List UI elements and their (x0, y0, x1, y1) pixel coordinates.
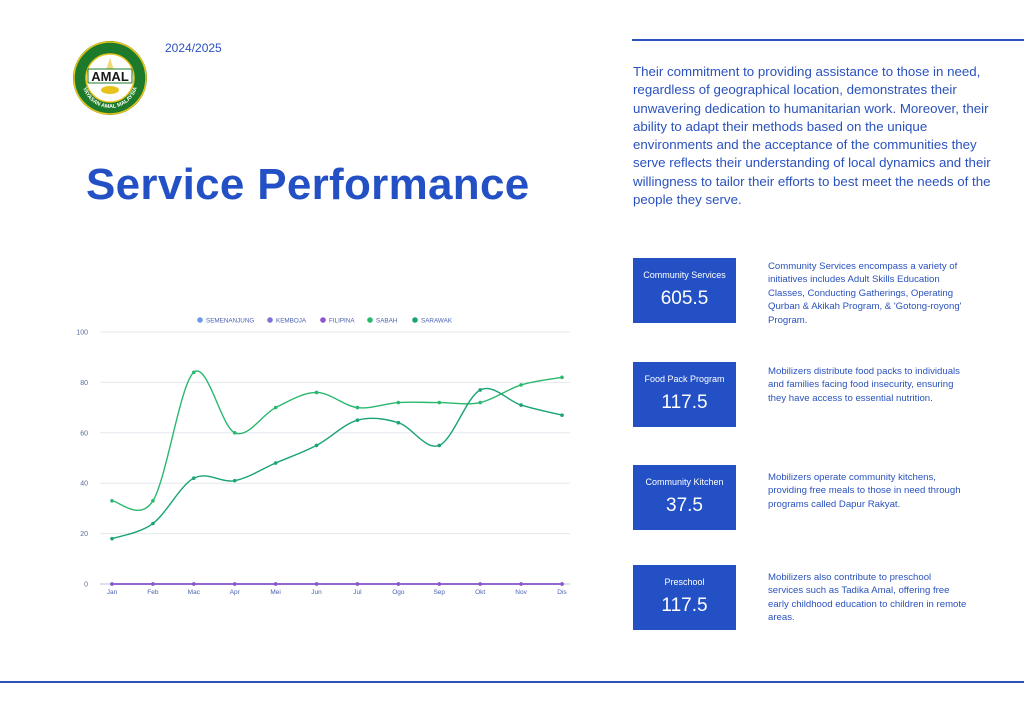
y-axis-ticks: 0 20 40 60 80 100 (76, 330, 88, 589)
data-point (437, 443, 442, 448)
series-lines (111, 370, 563, 585)
x-tick-label: Mei (270, 589, 280, 596)
legend-label: SEMENANJUNG (206, 317, 254, 324)
y-tick-label: 80 (80, 380, 88, 387)
data-point (151, 521, 155, 526)
chart-grid (100, 331, 570, 585)
legend-label: SABAH (376, 317, 398, 324)
y-tick-label: 20 (80, 531, 88, 538)
data-point (151, 582, 155, 586)
stat-description: Mobilizers distribute food packs to indi… (768, 366, 960, 404)
data-point (192, 476, 196, 480)
data-point (396, 582, 401, 586)
data-point (437, 400, 442, 405)
stat-label: Community Kitchen (645, 477, 724, 487)
data-point (396, 420, 401, 425)
x-tick-label: Jan (107, 589, 118, 596)
data-point (273, 461, 278, 465)
stat-box-community-kitchen: Community Kitchen 37.5 (633, 465, 736, 530)
data-point (396, 400, 401, 405)
data-point (110, 536, 114, 541)
data-point (519, 383, 523, 387)
x-tick-label: Okt (475, 589, 485, 596)
stat-value: 117.5 (661, 392, 708, 413)
data-point (151, 499, 155, 503)
x-tick-label: Nov (515, 589, 527, 596)
stat-box-food-pack: Food Pack Program 117.5 (633, 362, 736, 427)
legend-label: FILIPINA (329, 317, 355, 324)
legend-swatch (320, 317, 326, 323)
top-divider (632, 39, 1024, 41)
x-tick-label: Apr (230, 589, 241, 596)
legend-label: KEMBOJA (276, 317, 307, 324)
data-point (478, 400, 482, 405)
data-point (478, 582, 482, 586)
svg-text:AMAL: AMAL (91, 69, 129, 84)
stat-description: Mobilizers also contribute to preschool … (768, 572, 967, 624)
data-point (314, 390, 319, 395)
x-tick-label: Mac (188, 589, 201, 596)
stat-box-preschool: Preschool 117.5 (633, 565, 736, 630)
data-point (192, 370, 196, 375)
data-point (560, 375, 564, 380)
bottom-divider (0, 681, 1024, 683)
x-tick-label: Ogo (392, 589, 405, 596)
data-point (560, 413, 564, 417)
stat-label: Community Services (643, 270, 726, 280)
chart-legend: SEMENANJUNG KEMBOJA FILIPINA SABAH SARAWAK (197, 317, 453, 324)
y-tick-label: 100 (76, 330, 88, 337)
stat-box-community-services: Community Services 605.5 (633, 258, 736, 323)
legend-swatch (197, 317, 203, 323)
legend-swatch (412, 317, 418, 323)
series-line-sabah (111, 370, 563, 511)
y-tick-label: 60 (80, 430, 88, 437)
data-point (355, 582, 360, 586)
data-point (110, 582, 114, 586)
data-point (355, 405, 360, 410)
legend-swatch (367, 317, 373, 323)
legend-swatch (267, 317, 273, 323)
data-point (232, 582, 237, 586)
page-title: Service Performance (86, 160, 530, 209)
year-label: 2024/2025 (165, 41, 222, 55)
stat-value: 117.5 (661, 595, 708, 616)
x-tick-label: Jul (353, 589, 362, 596)
data-point (355, 418, 360, 422)
data-point (314, 582, 319, 586)
x-tick-label: Feb (147, 589, 159, 596)
stat-label: Food Pack Program (644, 374, 725, 384)
series-line-sarawak (111, 387, 563, 540)
data-point (273, 405, 278, 410)
data-point (437, 582, 442, 586)
stat-description: Community Services encompass a variety o… (768, 261, 962, 326)
series-points (110, 370, 564, 586)
data-point (560, 582, 564, 586)
stat-value: 37.5 (666, 495, 703, 516)
data-point (273, 582, 278, 586)
x-axis-ticks: Jan Feb Mac Apr Mei Jun Jul Ogo Sep Okt Nov Dis (107, 589, 568, 596)
y-tick-label: 0 (84, 582, 88, 589)
yayasan-amal-logo: AMAL YAYASAN AMAL MALAYSIA (73, 41, 147, 115)
y-tick-label: 40 (80, 481, 88, 488)
x-tick-label: Sep (433, 589, 445, 596)
data-point (519, 403, 523, 407)
data-point (314, 443, 319, 448)
x-tick-label: Jun (311, 589, 322, 596)
data-point (110, 499, 114, 503)
stat-description: Mobilizers operate community kitchens, p… (768, 472, 961, 510)
data-point (519, 582, 523, 586)
data-point (192, 582, 196, 586)
x-tick-label: Dis (557, 589, 567, 596)
intro-paragraph: Their commitment to providing assistance… (633, 64, 991, 208)
data-point (478, 388, 482, 392)
legend-label: SARAWAK (421, 317, 453, 324)
data-point (232, 478, 237, 483)
data-point (232, 431, 237, 435)
stat-value: 605.5 (660, 288, 709, 309)
stat-label: Preschool (664, 577, 705, 587)
monthly-performance-chart: 0 20 40 60 80 100 Jan Feb Mac Apr Mei Jun Jul Ogo Sep… (76, 317, 570, 596)
